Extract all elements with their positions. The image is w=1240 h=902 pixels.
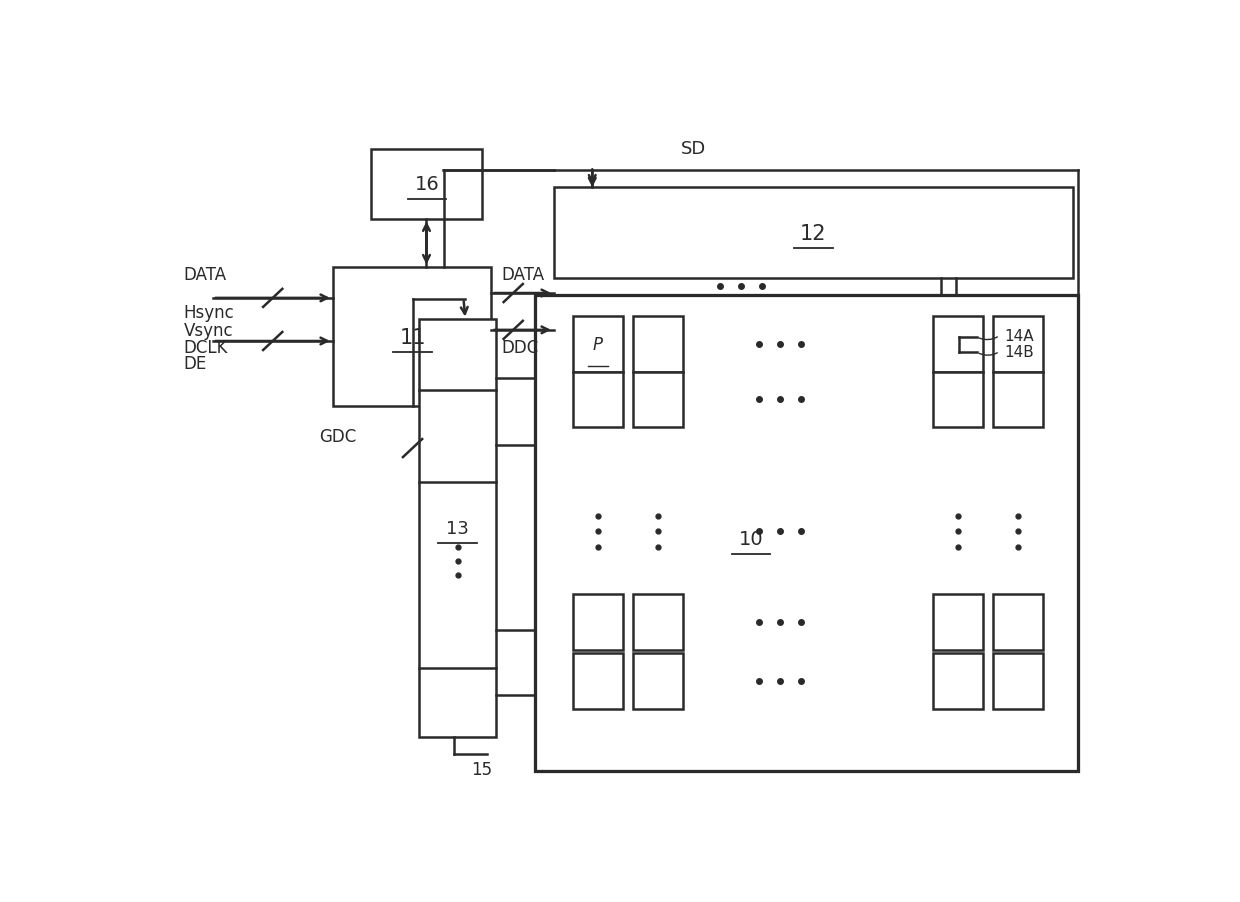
Text: DATA: DATA	[501, 265, 544, 283]
Text: 16: 16	[414, 175, 439, 194]
Bar	[993, 317, 1043, 373]
Bar	[419, 320, 496, 737]
Text: 11: 11	[399, 327, 425, 347]
Bar	[993, 373, 1043, 428]
Bar	[632, 653, 682, 709]
Text: 10: 10	[739, 529, 763, 548]
Bar	[573, 317, 622, 373]
Bar	[573, 373, 622, 428]
Text: Vsync: Vsync	[184, 321, 233, 339]
Bar	[371, 150, 481, 219]
Bar	[934, 594, 983, 650]
Bar	[632, 373, 682, 428]
Text: 13: 13	[446, 520, 469, 538]
Bar	[934, 373, 983, 428]
Bar	[332, 268, 491, 407]
Bar	[632, 317, 682, 373]
Text: Hsync: Hsync	[184, 304, 234, 322]
Text: DE: DE	[184, 354, 207, 373]
Bar	[993, 653, 1043, 709]
Bar	[573, 594, 622, 650]
Text: 14A: 14A	[1004, 328, 1034, 344]
Text: DCLK: DCLK	[184, 338, 228, 356]
Text: DDC: DDC	[501, 339, 538, 357]
Bar	[573, 653, 622, 709]
Text: DATA: DATA	[184, 266, 227, 284]
Text: SD: SD	[681, 141, 706, 158]
Text: 12: 12	[800, 224, 827, 244]
Text: 14B: 14B	[1004, 345, 1034, 360]
Text: 15: 15	[471, 759, 492, 778]
Bar	[993, 594, 1043, 650]
Bar	[934, 317, 983, 373]
Text: GDC: GDC	[320, 427, 357, 445]
Bar	[534, 296, 1078, 771]
Bar	[554, 189, 1073, 279]
Text: P: P	[593, 336, 603, 354]
Bar	[632, 594, 682, 650]
Bar	[934, 653, 983, 709]
